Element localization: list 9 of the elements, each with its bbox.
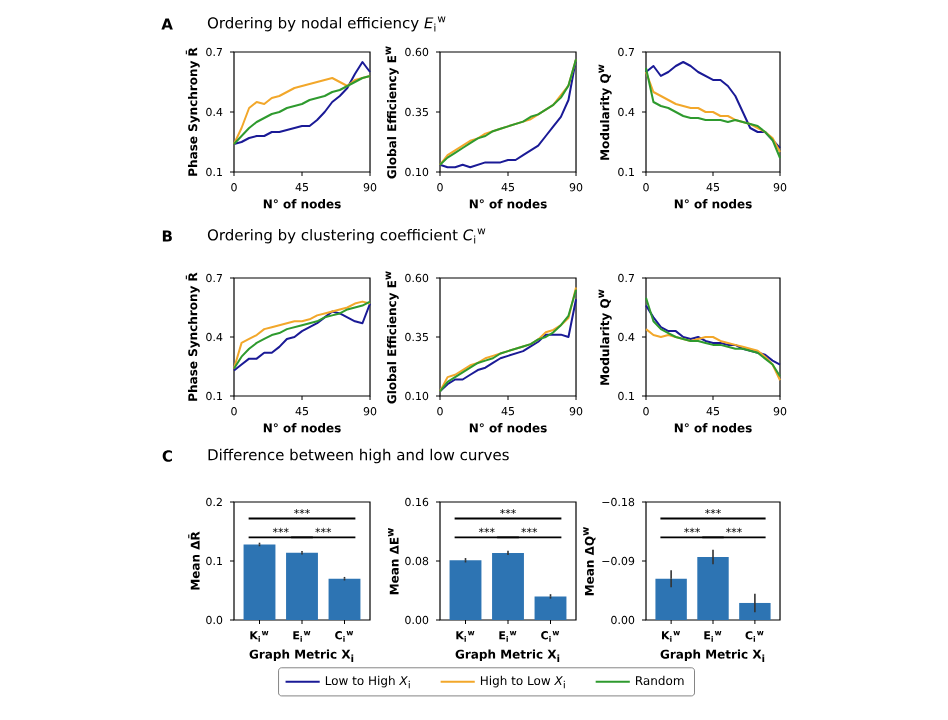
bar	[243, 544, 276, 620]
bar	[492, 552, 524, 620]
line-series	[233, 74, 372, 145]
bar	[449, 560, 482, 620]
bar	[286, 552, 318, 620]
bar	[328, 578, 361, 620]
line-series	[645, 328, 781, 382]
line-series	[645, 296, 781, 378]
bar	[534, 596, 567, 620]
